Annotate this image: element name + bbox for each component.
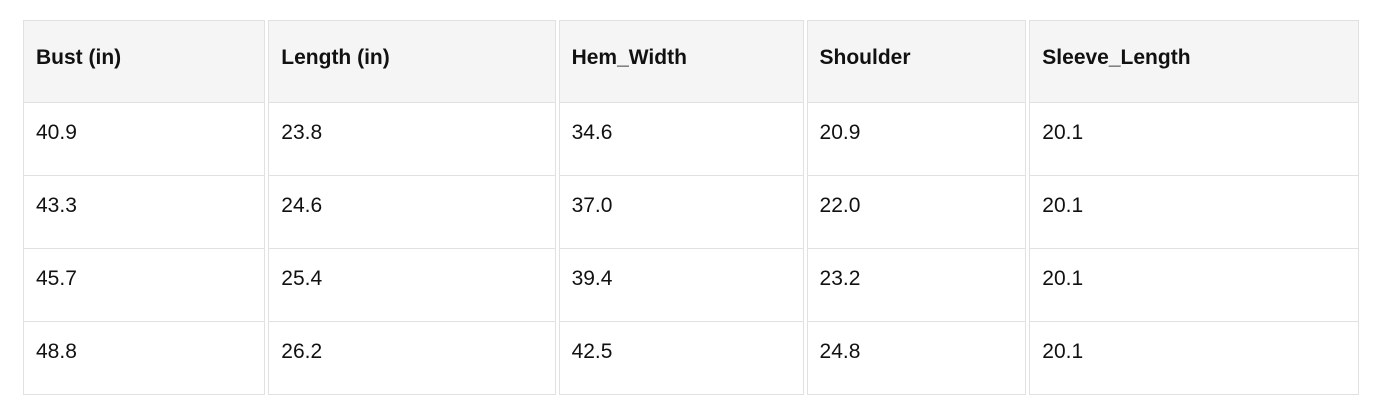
column-header-sleeve-length: Sleeve_Length: [1029, 20, 1359, 103]
table-row: 48.8 26.2 42.5 24.8 20.1: [23, 322, 1359, 395]
table-cell: 20.1: [1029, 103, 1359, 176]
table-header: Bust (in) Length (in) Hem_Width Shoulder…: [23, 20, 1359, 103]
table-cell: 23.8: [268, 103, 556, 176]
size-chart-table: Bust (in) Length (in) Hem_Width Shoulder…: [20, 20, 1362, 395]
table-cell: 48.8: [23, 322, 266, 395]
table-cell: 25.4: [268, 249, 556, 322]
table-row: 43.3 24.6 37.0 22.0 20.1: [23, 176, 1359, 249]
table-cell: 45.7: [23, 249, 266, 322]
table-cell: 22.0: [806, 176, 1027, 249]
column-header-length: Length (in): [268, 20, 556, 103]
table-cell: 23.2: [806, 249, 1027, 322]
column-header-hem-width: Hem_Width: [558, 20, 804, 103]
table-cell: 24.6: [268, 176, 556, 249]
table-cell: 20.9: [806, 103, 1027, 176]
table-cell: 39.4: [558, 249, 804, 322]
table-cell: 34.6: [558, 103, 804, 176]
table-cell: 42.5: [558, 322, 804, 395]
table-cell: 24.8: [806, 322, 1027, 395]
table-body: 40.9 23.8 34.6 20.9 20.1 43.3 24.6 37.0 22.0 20.1…: [23, 103, 1359, 395]
table-cell: 37.0: [558, 176, 804, 249]
table-row: 40.9 23.8 34.6 20.9 20.1: [23, 103, 1359, 176]
table-cell: 40.9: [23, 103, 266, 176]
table-row: 45.7 25.4 39.4 23.2 20.1: [23, 249, 1359, 322]
table-cell: 20.1: [1029, 322, 1359, 395]
table-cell: 20.1: [1029, 176, 1359, 249]
table-cell: 43.3: [23, 176, 266, 249]
table-cell: 26.2: [268, 322, 556, 395]
table-cell: 20.1: [1029, 249, 1359, 322]
header-row: Bust (in) Length (in) Hem_Width Shoulder…: [23, 20, 1359, 103]
column-header-bust: Bust (in): [23, 20, 266, 103]
column-header-shoulder: Shoulder: [806, 20, 1027, 103]
